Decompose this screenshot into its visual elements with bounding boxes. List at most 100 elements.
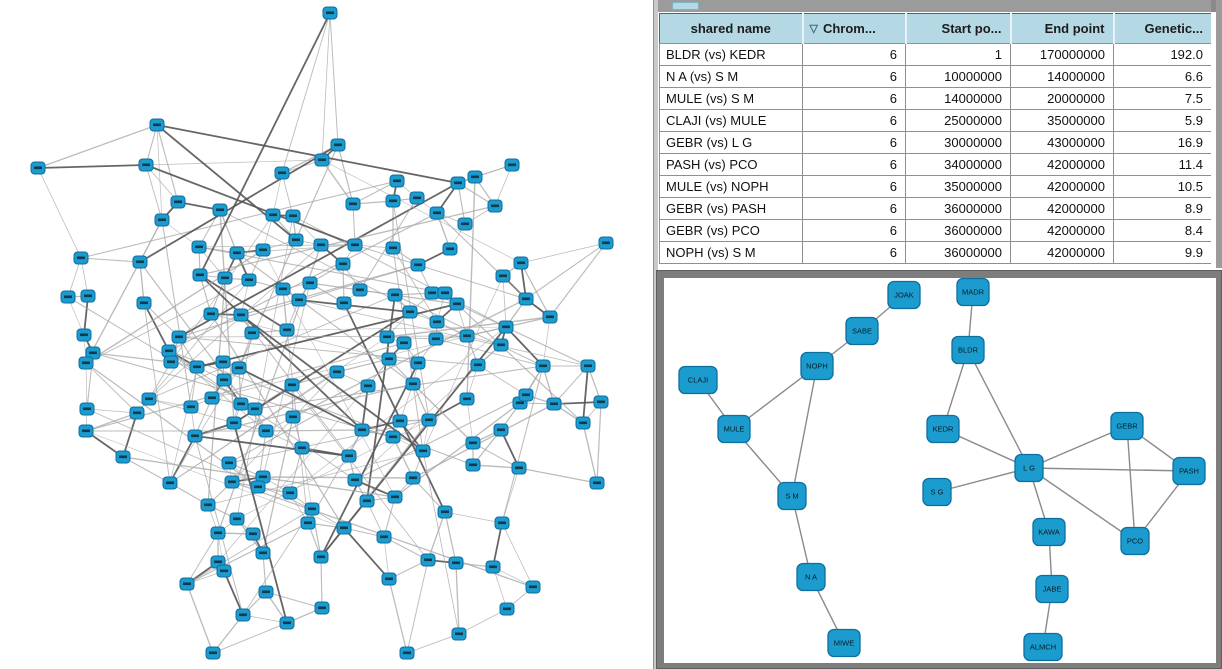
network-node[interactable] bbox=[777, 481, 807, 511]
network-edge bbox=[92, 352, 394, 438]
network-edge bbox=[386, 336, 437, 340]
network-edge bbox=[477, 364, 527, 396]
table-cell: GEBR (vs) PASH bbox=[659, 197, 803, 220]
network-node-label bbox=[317, 243, 325, 247]
network-node-label bbox=[349, 202, 357, 206]
network-edge bbox=[286, 326, 507, 331]
network-edge bbox=[282, 288, 288, 331]
network-node-label bbox=[269, 213, 277, 217]
column-header-chromosome[interactable]: ▽ Chrom... bbox=[801, 13, 906, 44]
network-node[interactable] bbox=[1110, 411, 1144, 441]
network-node[interactable] bbox=[717, 414, 751, 444]
network-node-label bbox=[196, 273, 204, 277]
network-node[interactable] bbox=[922, 477, 952, 507]
network-node-label bbox=[286, 491, 294, 495]
column-header-genetic[interactable]: Genetic... bbox=[1112, 13, 1212, 44]
network-node-label bbox=[230, 421, 238, 425]
subnetwork-canvas[interactable]: MADR JOAK SABE BLDR NOPH CLAJI MULE KEDR GEBR L G… bbox=[664, 278, 1216, 663]
network-edge bbox=[199, 205, 496, 276]
network-node[interactable] bbox=[1032, 517, 1066, 547]
table-row[interactable]: CLAJI (vs) MULE 6 25000000 35000000 5.9 bbox=[659, 109, 1212, 132]
network-edge bbox=[219, 209, 438, 323]
network-edge bbox=[520, 242, 607, 264]
table-cell: 6.6 bbox=[1113, 65, 1212, 88]
network-edge bbox=[240, 314, 424, 452]
network-node-label bbox=[499, 274, 507, 278]
network-node-label bbox=[424, 558, 432, 562]
table-row[interactable]: NOPH (vs) S M 6 36000000 42000000 9.9 bbox=[659, 241, 1212, 264]
table-cell: 192.0 bbox=[1113, 43, 1212, 66]
panel-splitter[interactable] bbox=[653, 0, 658, 669]
table-row[interactable]: MULE (vs) S M 6 14000000 20000000 7.5 bbox=[659, 87, 1212, 110]
network-node-label bbox=[289, 214, 297, 218]
network-edge bbox=[122, 412, 138, 458]
table-cell: 25000000 bbox=[905, 109, 1011, 132]
table-row[interactable]: GEBR (vs) L G 6 30000000 43000000 16.9 bbox=[659, 131, 1212, 154]
table-cell: 36000000 bbox=[905, 219, 1011, 242]
network-node[interactable] bbox=[1035, 574, 1069, 604]
network-edge bbox=[392, 436, 414, 479]
network-node[interactable] bbox=[887, 280, 921, 310]
network-edge bbox=[194, 435, 244, 616]
table-cell: 6 bbox=[802, 87, 906, 110]
subnetwork-view[interactable]: MADR JOAK SABE BLDR NOPH CLAJI MULE KEDR GEBR L G… bbox=[664, 278, 1216, 663]
network-node-label bbox=[593, 481, 601, 485]
table-row[interactable]: N A (vs) S M 6 10000000 14000000 6.6 bbox=[659, 65, 1212, 88]
network-node[interactable] bbox=[800, 351, 834, 381]
table-cell: 14000000 bbox=[1010, 65, 1114, 88]
network-node-label bbox=[158, 218, 166, 222]
overview-network-view[interactable] bbox=[0, 0, 653, 669]
network-edge bbox=[458, 608, 508, 635]
network-node[interactable] bbox=[1014, 453, 1044, 483]
network-node[interactable] bbox=[796, 562, 826, 592]
table-row[interactable]: MULE (vs) NOPH 6 35000000 42000000 10.5 bbox=[659, 175, 1212, 198]
network-node-label bbox=[391, 293, 399, 297]
scrollbar-thumb[interactable] bbox=[672, 2, 699, 10]
column-header-start-point[interactable]: Start po... bbox=[904, 13, 1011, 44]
network-node-label bbox=[283, 621, 291, 625]
network-node[interactable] bbox=[1172, 456, 1206, 486]
network-node[interactable] bbox=[926, 414, 960, 444]
network-edge bbox=[456, 303, 589, 367]
network-node-label bbox=[167, 360, 175, 364]
column-header-shared-name[interactable]: shared name bbox=[659, 13, 803, 44]
edge-attribute-table-panel: shared name ▽ Chrom... Start po... End po… bbox=[658, 0, 1222, 268]
network-edge bbox=[320, 556, 323, 609]
network-edge bbox=[207, 450, 424, 506]
filter-funnel-icon[interactable]: ▽ bbox=[809, 23, 818, 35]
network-node[interactable] bbox=[1120, 526, 1150, 556]
network-edge bbox=[231, 371, 338, 483]
table-row[interactable]: PASH (vs) PCO 6 34000000 42000000 11.4 bbox=[659, 153, 1212, 176]
network-node-label bbox=[237, 313, 245, 317]
table-cell: BLDR (vs) KEDR bbox=[659, 43, 803, 66]
network-node[interactable] bbox=[845, 316, 879, 346]
network-node-label bbox=[391, 495, 399, 499]
network-edge bbox=[238, 367, 363, 431]
table-row[interactable]: GEBR (vs) PASH 6 36000000 42000000 8.9 bbox=[659, 197, 1212, 220]
network-edge bbox=[457, 164, 513, 184]
network-node-label: S M bbox=[785, 492, 798, 501]
network-node-label bbox=[254, 485, 262, 489]
network-edge bbox=[207, 277, 226, 506]
horizontal-scrollbar[interactable] bbox=[658, 0, 1222, 12]
table-row[interactable]: GEBR (vs) PCO 6 36000000 42000000 8.4 bbox=[659, 219, 1212, 242]
network-node[interactable] bbox=[951, 335, 985, 365]
column-header-end-point[interactable]: End point bbox=[1009, 13, 1114, 44]
network-edge bbox=[37, 167, 82, 259]
network-node-label bbox=[89, 351, 97, 355]
network-edge bbox=[178, 335, 468, 338]
network-node-label bbox=[539, 364, 547, 368]
table-cell: MULE (vs) S M bbox=[659, 87, 803, 110]
network-node-label: L G bbox=[1023, 464, 1035, 473]
table-row[interactable]: BLDR (vs) KEDR 6 1 170000000 192.0 bbox=[659, 43, 1212, 66]
network-node-label bbox=[339, 262, 347, 266]
network-node[interactable] bbox=[1023, 632, 1063, 662]
network-edge bbox=[86, 408, 138, 414]
network-node[interactable] bbox=[827, 628, 861, 658]
network-node[interactable] bbox=[956, 278, 990, 307]
network-node[interactable] bbox=[678, 365, 718, 395]
table-cell: CLAJI (vs) MULE bbox=[659, 109, 803, 132]
table-cell: MULE (vs) NOPH bbox=[659, 175, 803, 198]
vertical-scrollbar[interactable] bbox=[1216, 0, 1222, 268]
network-edge bbox=[211, 326, 507, 399]
